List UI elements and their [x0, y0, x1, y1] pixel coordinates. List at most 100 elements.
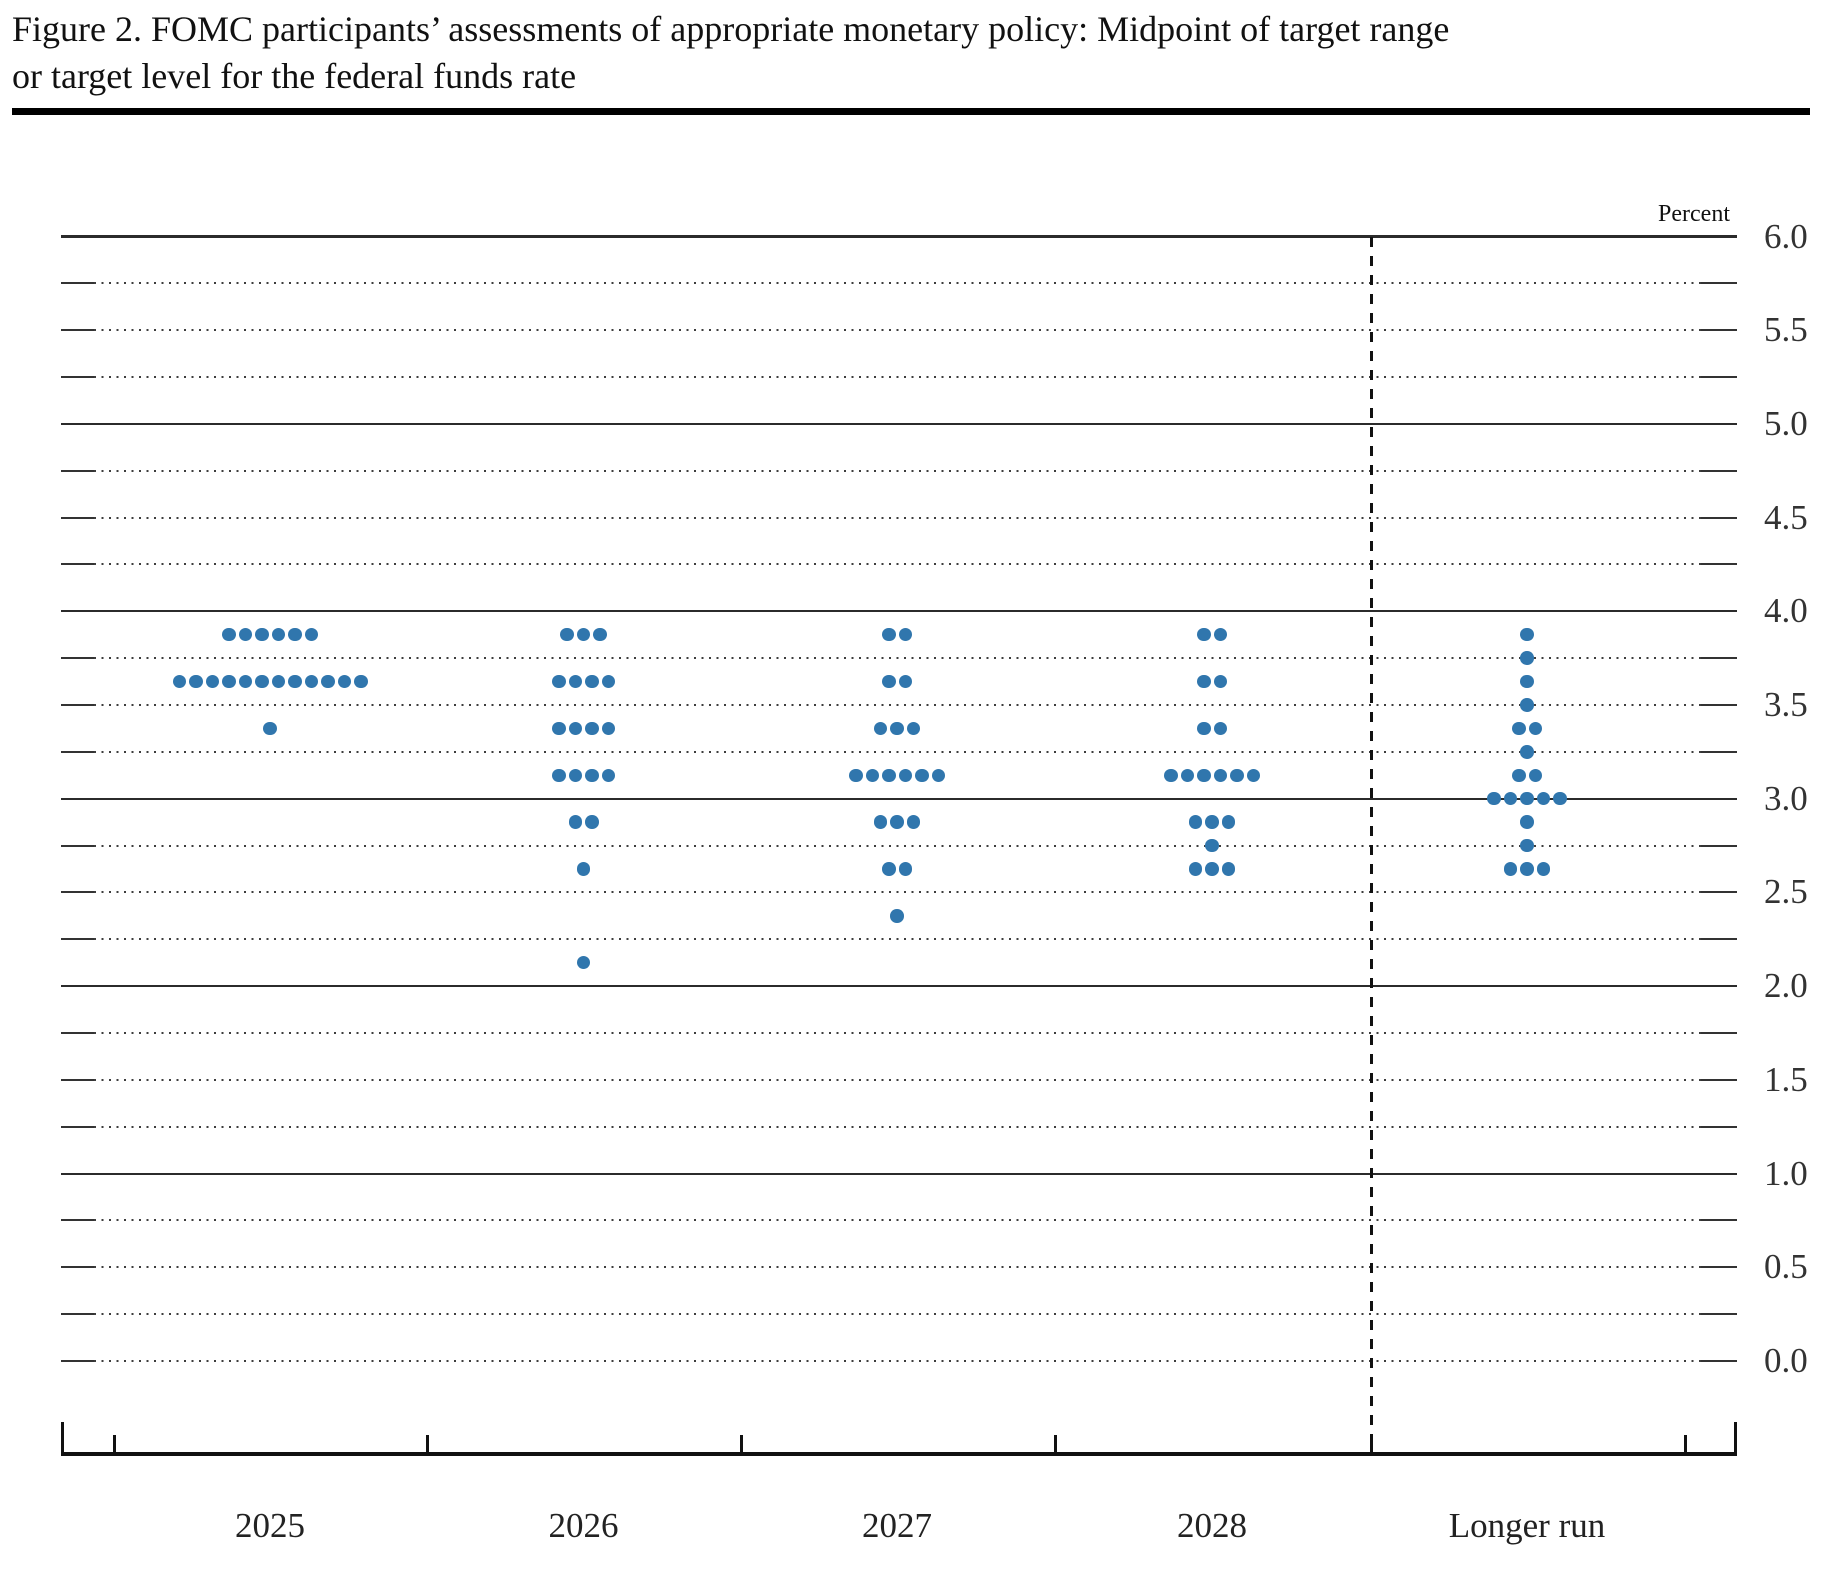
projection-dot — [288, 627, 302, 642]
gridline-right-dash — [1701, 516, 1737, 519]
projection-dot — [1213, 674, 1227, 689]
projection-dot — [576, 627, 591, 642]
figure-title: Figure 2. FOMC participants’ assessments… — [12, 6, 1449, 100]
gridline-dotted — [94, 750, 1701, 753]
x-axis-tick — [740, 1435, 743, 1456]
gridline-solid — [61, 610, 1737, 613]
projection-dot — [585, 815, 599, 829]
projection-dot — [1520, 862, 1534, 876]
projection-dot — [304, 627, 318, 642]
projection-dot — [222, 674, 236, 689]
x-axis-category-label: 2028 — [1177, 1506, 1247, 1545]
y-axis-tick-label: 4.5 — [1764, 497, 1808, 537]
projection-dot — [1213, 768, 1227, 783]
gridline-left-dash — [61, 704, 94, 706]
projection-dot — [601, 768, 615, 783]
gridline-dotted — [94, 1313, 1701, 1316]
gridline-left-dash — [61, 938, 94, 941]
projection-dot — [1205, 862, 1219, 876]
projection-dot — [1205, 815, 1219, 829]
projection-dot — [906, 721, 921, 736]
gridline-solid — [61, 797, 1737, 800]
projection-dot — [1536, 791, 1551, 806]
gridline-right-dash — [1701, 563, 1737, 566]
projection-dot — [568, 721, 582, 736]
x-axis-end-cap — [1734, 1422, 1737, 1456]
y-axis-tick-label: 3.5 — [1764, 685, 1808, 724]
x-axis-end-cap — [61, 1422, 64, 1456]
gridline-right-dash — [1701, 750, 1737, 753]
projection-dot — [1213, 721, 1227, 736]
gridline-dotted — [94, 516, 1701, 519]
projection-dot — [1188, 862, 1203, 876]
gridline-left-dash — [61, 282, 94, 285]
x-axis-category-label: Longer run — [1448, 1506, 1606, 1545]
projection-dot — [865, 768, 879, 783]
projection-dot — [1197, 627, 1211, 642]
gridline-right-dash — [1701, 329, 1737, 332]
projection-dot — [585, 674, 599, 689]
gridline-solid — [61, 235, 1737, 238]
gridline-solid — [61, 1172, 1737, 1175]
y-axis-tick-label: 4.0 — [1764, 591, 1808, 631]
projection-dot — [271, 627, 285, 642]
projection-dot — [1205, 838, 1219, 853]
projection-dot — [238, 674, 252, 689]
gridline-right-dash — [1701, 282, 1737, 285]
y-axis-unit-label: Percent — [1658, 201, 1730, 227]
title-rule — [12, 108, 1810, 115]
gridline-dotted — [94, 1125, 1701, 1128]
projection-dot — [1520, 838, 1534, 853]
projection-dot — [601, 721, 615, 736]
projection-dot — [1520, 627, 1534, 642]
gridline-left-dash — [61, 469, 94, 472]
x-axis-tick — [113, 1435, 116, 1456]
projection-dot — [1512, 721, 1526, 736]
x-axis-category-label: 2025 — [235, 1506, 305, 1545]
projection-dot — [552, 721, 566, 736]
projection-dot — [890, 909, 904, 923]
projection-dot — [238, 627, 252, 642]
gridline-right-dash — [1701, 1219, 1737, 1222]
y-axis-tick-label: 2.0 — [1764, 966, 1808, 1006]
gridline-dotted — [94, 844, 1701, 847]
projection-dot — [1503, 862, 1518, 876]
projection-dot — [321, 674, 335, 689]
projection-dot — [1221, 815, 1236, 829]
projection-dot — [873, 815, 888, 829]
projection-dot — [222, 627, 236, 642]
gridline-left-dash — [61, 1078, 94, 1081]
gridline-solid — [61, 422, 1737, 425]
projection-dot — [560, 627, 574, 642]
projection-dot — [1197, 768, 1211, 783]
gridline-dotted — [94, 1266, 1701, 1269]
gridline-right-dash — [1701, 891, 1737, 894]
y-axis-tick-label: 1.5 — [1764, 1059, 1808, 1099]
gridline-right-dash — [1701, 1078, 1737, 1081]
x-axis-tick — [426, 1435, 429, 1456]
gridline-right-dash — [1701, 469, 1737, 472]
gridline-dotted — [94, 329, 1701, 332]
figure-title-line-1: Figure 2. FOMC participants’ assessments… — [12, 9, 1450, 49]
gridline-left-dash — [61, 750, 94, 753]
gridline-right-dash — [1701, 1031, 1737, 1034]
projection-dot — [1520, 698, 1534, 712]
projection-dot — [1520, 745, 1534, 759]
gridline-dotted — [94, 938, 1701, 941]
projection-dot — [1221, 862, 1236, 876]
projection-dot — [568, 815, 582, 829]
projection-dot — [890, 721, 904, 736]
projection-dot — [288, 674, 302, 689]
projection-dot — [1512, 768, 1526, 783]
gridline-right-dash — [1701, 938, 1737, 941]
projection-dot — [898, 768, 912, 783]
gridline-left-dash — [61, 1125, 94, 1128]
gridline-right-dash — [1701, 1266, 1737, 1269]
projection-dot — [873, 721, 888, 736]
gridline-right-dash — [1701, 1359, 1737, 1362]
gridline-left-dash — [61, 1266, 94, 1269]
projection-dot — [882, 862, 896, 876]
gridline-dotted — [94, 1219, 1701, 1222]
projection-dot — [337, 674, 351, 689]
